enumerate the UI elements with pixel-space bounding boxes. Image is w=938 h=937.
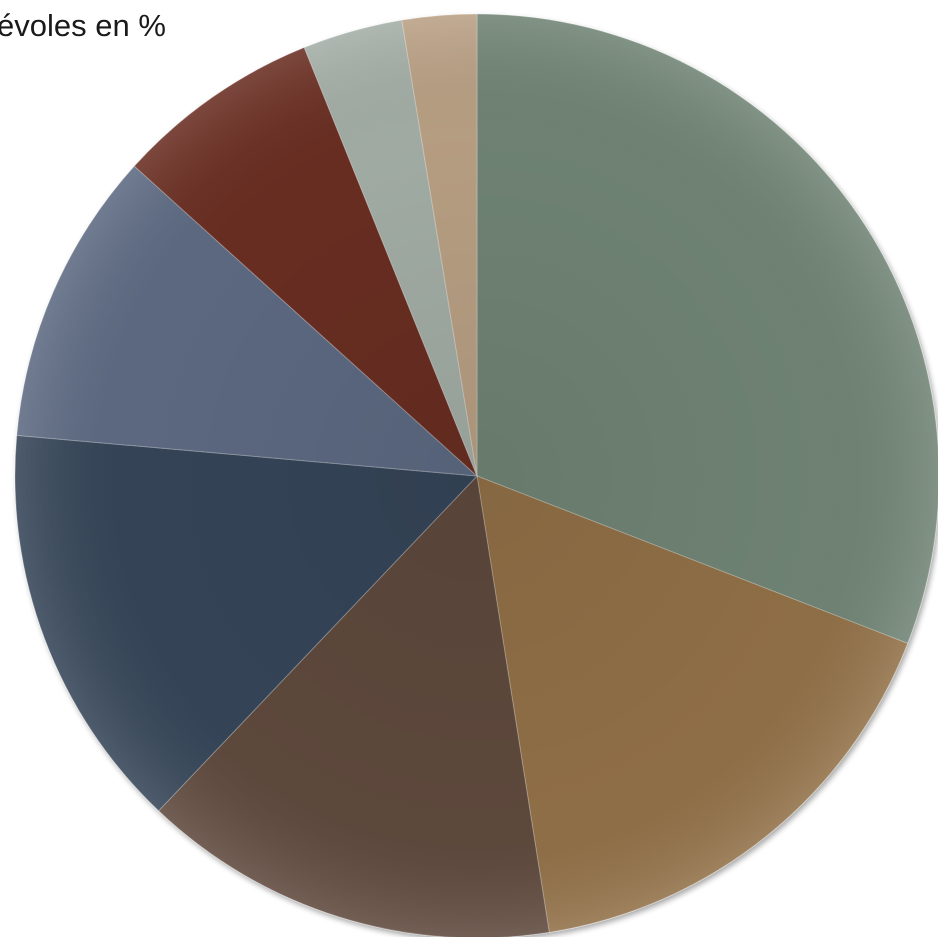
pie-slices [14, 13, 938, 937]
